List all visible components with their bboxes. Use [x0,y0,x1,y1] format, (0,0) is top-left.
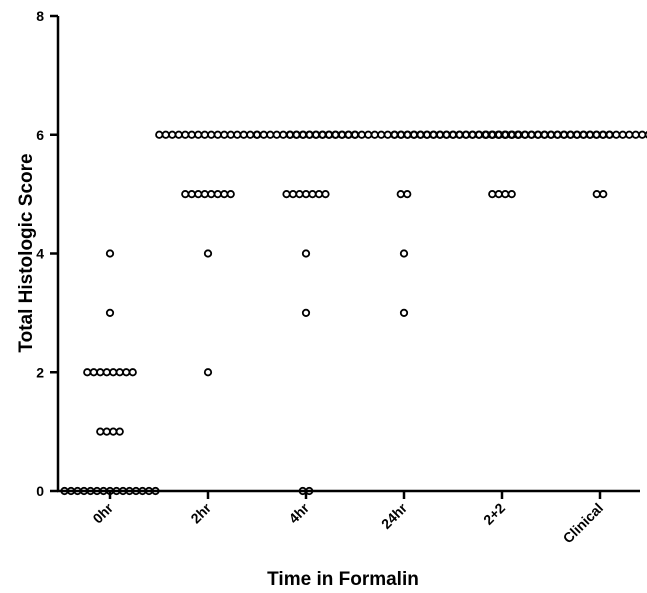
x-axis-title: Time in Formalin [267,569,419,590]
data-point [203,368,213,377]
data-point [96,427,105,436]
y-tick-label: 8 [36,8,44,24]
data-point [279,130,288,139]
data-point [592,190,601,199]
data-point [96,368,105,377]
data-point [618,130,627,139]
data-point [128,368,137,377]
y-tick-label: 0 [36,483,44,499]
data-point [174,130,183,139]
data-point [203,249,213,258]
data-point [282,190,291,199]
data-point [89,368,98,377]
data-point [321,190,330,199]
y-tick-label: 6 [36,127,44,143]
x-tick-label: 0hr [89,499,116,526]
data-point [105,249,115,258]
data-point [301,190,311,199]
data-point [288,190,298,199]
data-point [625,130,634,139]
data-point [501,190,510,199]
data-point [383,130,392,139]
data-point [102,427,111,436]
tick-labels: 0 2 4 6 8 0hr 2hr 4hr 24hr 2+2 Clinical [36,8,606,546]
data-point [259,130,268,139]
data-point [370,130,379,139]
data-point [233,130,242,139]
data-point [102,368,111,377]
data-point [301,308,311,317]
data-point [239,130,248,139]
data-point [194,190,203,199]
data-point [494,190,503,199]
data-point [181,190,190,199]
data-point [638,130,647,139]
x-tick-label: Clinical [560,500,607,547]
data-point [488,190,497,199]
data-point [220,190,229,199]
data-point [200,190,209,199]
data-point [187,190,196,199]
data-point [109,368,118,377]
data-point [266,130,275,139]
y-tick-label: 2 [36,364,44,380]
data-point [109,427,118,436]
data-point [115,427,124,436]
data-point [83,368,92,377]
data-point [364,130,373,139]
data-point [599,190,608,199]
data-point [377,130,386,139]
data-point [507,190,516,199]
data-point [187,130,196,139]
data-point [612,130,621,139]
data-point [151,486,160,496]
data-point [122,368,131,377]
data-point [226,190,235,199]
data-point [399,308,409,317]
data-point [403,190,412,199]
data-point [272,130,281,139]
axes [50,14,640,499]
data-point [644,131,647,139]
data-point [220,130,229,139]
data-points [60,130,647,496]
y-axis-title: Total Histologic Score [16,153,37,352]
data-point [399,249,409,258]
data-point [207,190,216,199]
data-point [168,130,177,139]
data-point [295,190,304,199]
data-point [396,190,405,199]
data-point [155,130,164,139]
data-point [308,190,317,199]
data-point [357,130,366,139]
x-tick-label: 24hr [378,499,411,532]
data-point [213,190,222,199]
data-point [200,130,209,139]
data-point [226,130,235,139]
data-point [301,249,311,258]
data-point [207,130,216,139]
data-point [105,308,115,317]
data-point [115,368,124,377]
data-point [246,130,255,139]
data-point [161,130,170,139]
x-tick-label: 2hr [187,499,214,526]
data-point [181,130,190,139]
data-point [631,130,640,139]
x-tick-label: 2+2 [480,500,508,528]
data-point [314,190,324,199]
y-tick-label: 4 [36,246,44,262]
x-tick-label: 4hr [285,499,312,526]
data-point [213,130,222,139]
data-point [194,130,203,139]
data-point [305,486,314,496]
